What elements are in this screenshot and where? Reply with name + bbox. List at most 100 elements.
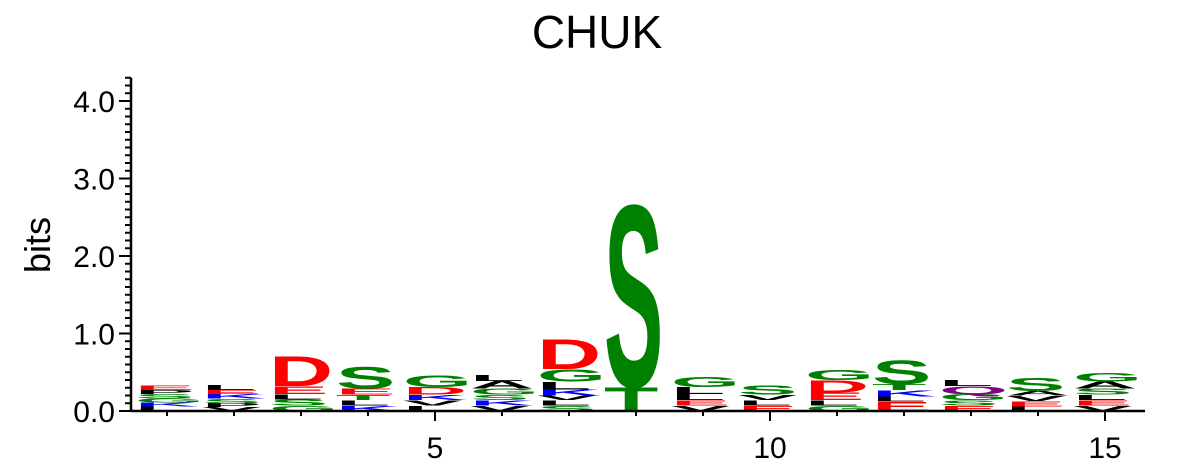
logo-letter: E	[269, 384, 328, 396]
logo-letter: L	[470, 373, 524, 383]
logo-letter: S	[202, 398, 261, 405]
logo-letter: E	[336, 387, 395, 397]
logo-letter: E	[738, 404, 797, 412]
logo-letter: P	[202, 402, 261, 408]
logo-letter: L	[738, 399, 792, 407]
logo-letter: V	[537, 394, 596, 401]
logo-glyphs: LKGSPEVPSKELGSLEDKLTESLVKDGVKSGALSLVKLGD…	[135, 152, 1142, 442]
logo-letter: S	[872, 353, 931, 391]
y-axis-label: bits	[17, 217, 58, 273]
logo-letter: L	[872, 395, 926, 403]
logo-letter: G	[537, 366, 606, 385]
logo-letter: S	[336, 361, 395, 396]
logo-letter: G	[1073, 371, 1142, 384]
chart-title: CHUK	[532, 6, 663, 58]
logo-letter: A	[470, 379, 534, 391]
axes: 0.0 1.0 2.0 3.0 4.0 5 10 15	[73, 76, 1145, 465]
logo-letter: L	[671, 385, 725, 396]
logo-letter: S	[1073, 387, 1132, 397]
logo-letter: L	[135, 405, 189, 412]
logo-letter: K	[872, 389, 936, 399]
logo-letter: S	[537, 404, 596, 412]
logo-letter: S	[939, 399, 998, 407]
logo-letter: S	[738, 383, 797, 397]
logo-letter: L	[336, 399, 390, 407]
logo-letter: T	[336, 393, 390, 401]
logo-letter: S	[1006, 374, 1065, 395]
logo-letter: P	[135, 389, 194, 395]
logo-letter: G	[403, 372, 472, 390]
logo-letter: S	[604, 152, 663, 442]
logo-letter: E	[1073, 399, 1132, 407]
logo-letter: K	[336, 404, 400, 412]
logo-letter: G	[805, 404, 874, 412]
logo-letter: V	[403, 399, 462, 407]
logo-letter: L	[805, 399, 859, 407]
logo-letter: Q	[939, 384, 1008, 396]
logo-letter: V	[671, 404, 730, 412]
logo-letter: D	[403, 385, 467, 397]
logo-letter: E	[671, 399, 730, 407]
y-tick-label: 4.0	[73, 86, 115, 119]
logo-letter: G	[135, 398, 204, 404]
logo-letter: V	[1006, 394, 1065, 402]
logo-letter: K	[202, 393, 266, 400]
logo-letter: D	[269, 347, 333, 395]
logo-column-8: TS	[604, 152, 663, 442]
logo-letter: L	[1073, 393, 1127, 401]
y-tick-label: 0.0	[73, 396, 115, 429]
logo-letter: L	[1006, 405, 1060, 412]
logo-letter: G	[269, 404, 338, 412]
logo-letter: L	[537, 380, 591, 392]
logo-letter: S	[269, 398, 328, 408]
logo-letter: T	[872, 382, 926, 392]
logo-letter: K	[470, 399, 534, 407]
logo-letter: A	[1006, 390, 1070, 397]
logo-letter: V	[470, 404, 529, 412]
x-tick-label: 10	[753, 432, 786, 465]
logo-letter: E	[1006, 400, 1065, 408]
logo-letter: G	[805, 366, 874, 383]
logo-letter: A	[1073, 380, 1137, 391]
y-tick-label: 2.0	[73, 241, 115, 274]
x-tick-label: 5	[427, 432, 444, 465]
logo-letter: L	[939, 379, 993, 389]
logo-letter: L	[671, 393, 725, 403]
logo-letter: G	[939, 393, 1008, 403]
logo-letter: E	[805, 391, 864, 403]
logo-letter: K	[537, 388, 601, 398]
logo-letter: E	[135, 384, 194, 391]
logo-letter: G	[470, 387, 539, 397]
logo-letter: S	[470, 393, 529, 401]
x-tick-label: 15	[1088, 432, 1121, 465]
logo-letter: E	[939, 404, 998, 412]
logo-letter: L	[202, 383, 256, 391]
logo-letter: L	[537, 399, 591, 407]
logo-letter: D	[805, 377, 869, 396]
y-tick-label: 1.0	[73, 319, 115, 352]
logo-letter: L	[269, 393, 323, 401]
logo-letter: K	[135, 402, 199, 408]
logo-letter: K	[403, 393, 467, 401]
logo-letter: L	[403, 404, 457, 412]
logo-letter: G	[671, 373, 740, 390]
logo-letter: S	[135, 393, 194, 400]
logo-letter: V	[1073, 404, 1132, 412]
logo-letter: V	[202, 406, 261, 412]
logo-letter: V	[738, 393, 797, 401]
